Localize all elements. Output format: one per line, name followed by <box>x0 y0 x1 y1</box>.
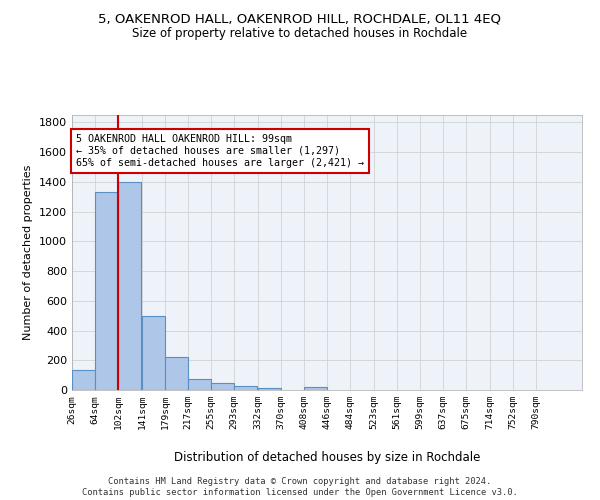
Y-axis label: Number of detached properties: Number of detached properties <box>23 165 34 340</box>
Text: 5 OAKENROD HALL OAKENROD HILL: 99sqm
← 35% of detached houses are smaller (1,297: 5 OAKENROD HALL OAKENROD HILL: 99sqm ← 3… <box>76 134 364 168</box>
Bar <box>188 379 211 390</box>
Text: Size of property relative to detached houses in Rochdale: Size of property relative to detached ho… <box>133 28 467 40</box>
Text: 5, OAKENROD HALL, OAKENROD HILL, ROCHDALE, OL11 4EQ: 5, OAKENROD HALL, OAKENROD HILL, ROCHDAL… <box>98 12 502 26</box>
Bar <box>72 370 95 390</box>
Bar <box>142 316 165 390</box>
Text: Contains HM Land Registry data © Crown copyright and database right 2024.: Contains HM Land Registry data © Crown c… <box>109 476 491 486</box>
Bar <box>304 388 327 390</box>
Text: Distribution of detached houses by size in Rochdale: Distribution of detached houses by size … <box>174 451 480 464</box>
Bar <box>234 386 257 390</box>
Bar <box>165 356 188 390</box>
Bar <box>95 192 118 390</box>
Text: Contains public sector information licensed under the Open Government Licence v3: Contains public sector information licen… <box>82 488 518 497</box>
Bar <box>258 388 281 390</box>
Bar <box>211 384 234 390</box>
Bar <box>118 182 141 390</box>
